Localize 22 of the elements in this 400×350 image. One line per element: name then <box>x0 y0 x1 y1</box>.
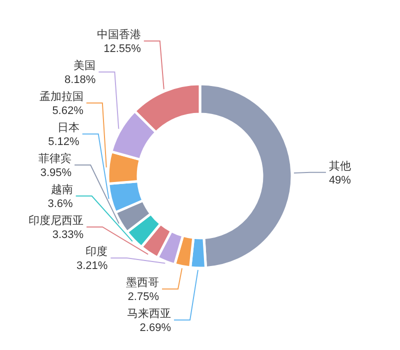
data-label: 2.75% <box>128 291 160 303</box>
data-label: 49% <box>328 174 352 186</box>
slice-label: 中国香港 <box>96 28 141 41</box>
data-label: 8.18% <box>64 74 96 86</box>
slice-label: 印度尼西亚 <box>28 214 84 227</box>
data-label: 3.21% <box>76 260 108 272</box>
slice-label: 菲律宾 <box>38 152 72 165</box>
data-label: 2.69% <box>140 322 172 334</box>
data-label: 12.55% <box>104 43 142 55</box>
data-label: 5.12% <box>48 136 80 148</box>
slice-label: 孟加拉国 <box>39 90 84 103</box>
data-label: 5.62% <box>52 105 84 117</box>
slice-label: 日本 <box>57 121 80 134</box>
slice-label: 马来西亚 <box>127 307 171 320</box>
slice-label: 印度 <box>86 245 108 258</box>
data-label: 3.95% <box>40 167 72 179</box>
slice-label: 墨西哥 <box>126 277 160 289</box>
slice-label: 越南 <box>50 183 73 196</box>
slice-label: 美国 <box>74 59 96 72</box>
data-label: 3.33% <box>52 229 84 241</box>
slice-label: 其他 <box>328 159 351 172</box>
data-label: 3.6% <box>48 198 74 210</box>
